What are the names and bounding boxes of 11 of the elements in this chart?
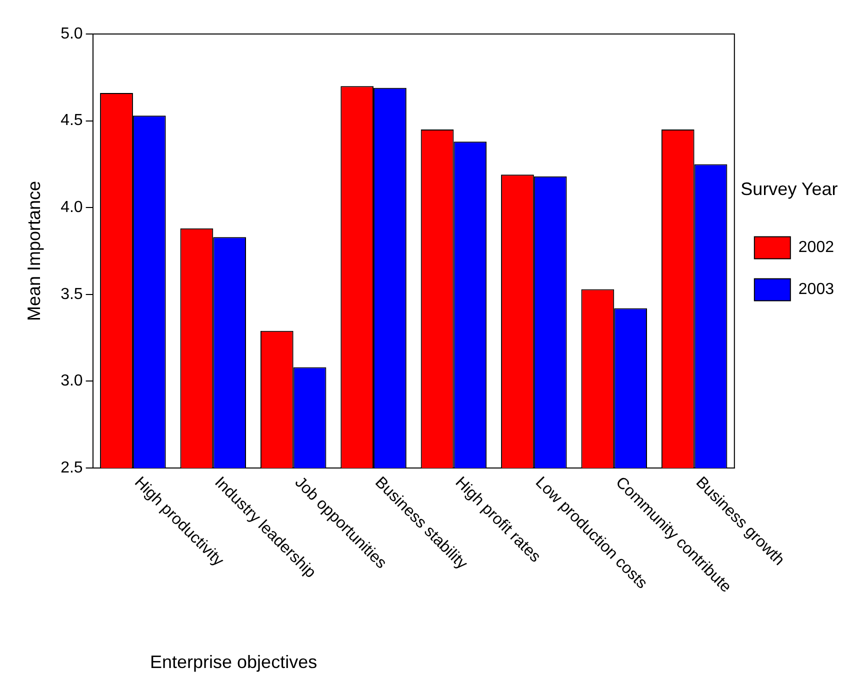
y-tick-label: 5.0 [60,25,83,42]
y-tick-label: 3.0 [60,372,83,390]
y-tick-label: 2.5 [60,459,83,476]
y-axis-title: Mean Importance [24,180,44,322]
y-tick-label: 3.5 [60,286,83,303]
y-tick-label: 4.0 [60,199,83,216]
legend-title: Survey Year [740,179,838,200]
legend-label: 2003 [798,281,834,298]
legend-label: 2002 [798,239,834,256]
y-tick-label: 4.5 [60,112,83,130]
x-axis-title: Enterprise objectives [150,652,318,672]
